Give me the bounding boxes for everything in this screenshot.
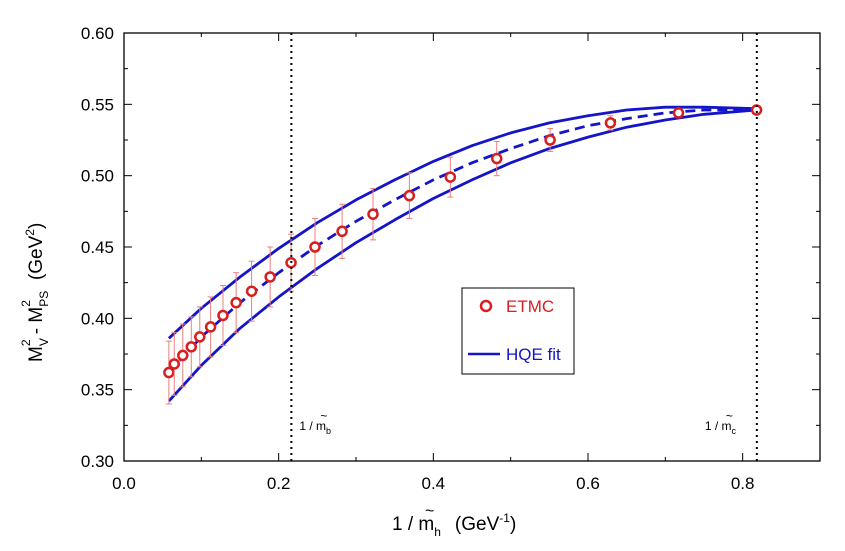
y-axis-title: MV2 - MPS2(GeV2) (19, 223, 51, 362)
plot-frame (123, 32, 821, 462)
vertical-line-label-tilde: ~ (726, 409, 733, 423)
etmc-point (544, 134, 556, 146)
y-tick-label: 0.60 (81, 24, 114, 43)
etmc-point (264, 271, 276, 283)
etmc-point (217, 309, 229, 322)
vertical-reference-lines: 1 / mb~1 / mc~ (290, 33, 758, 461)
x-tick-label: 0.6 (576, 474, 600, 493)
plot-area (123, 32, 821, 462)
vertical-line-label-tilde: ~ (320, 409, 327, 423)
etmc-point (185, 341, 198, 353)
legend: ETMC HQE fit (461, 287, 575, 375)
etmc-point (444, 171, 457, 183)
x-tick-label: 0.8 (731, 474, 755, 493)
etmc-point (309, 241, 321, 253)
vertical-line-label: 1 / mc (705, 419, 737, 436)
hqe-fit-band-curve (167, 105, 757, 340)
x-tick-label: 0.4 (422, 474, 446, 493)
legend-hqe-label: HQE fit (506, 345, 561, 364)
etmc-point (204, 321, 217, 333)
x-tick-label: 0.2 (267, 474, 291, 493)
data-points (163, 104, 763, 405)
etmc-point (230, 296, 242, 309)
etmc-point (177, 349, 189, 362)
y-tick-label: 0.30 (81, 452, 114, 471)
etmc-point (245, 285, 258, 297)
x-axis-title-tilde: ~ (425, 503, 434, 520)
etmc-point (168, 358, 181, 370)
hqe-fit-band-curve (167, 108, 757, 403)
x-axis-title: 1 / mh (GeV-1) (392, 511, 516, 539)
y-tick-label: 0.55 (81, 95, 114, 114)
fit-curves (167, 105, 757, 403)
y-tick-label: 0.45 (81, 238, 114, 257)
etmc-point (604, 117, 617, 129)
y-tick-label: 0.50 (81, 167, 114, 186)
axis-ticks: 0.0 0.2 0.4 0.6 0.8 0.30 0.35 0.40 0.45 0.50 0.55 0… (81, 24, 820, 493)
vertical-line-label: 1 / mb (299, 419, 331, 436)
etmc-point (672, 107, 685, 119)
y-tick-label: 0.35 (81, 381, 114, 400)
etmc-point (336, 225, 348, 238)
x-axis-title-m: m (418, 514, 434, 535)
hqe-fit-central-curve (167, 108, 757, 374)
etmc-point (163, 366, 175, 379)
legend-etmc-label: ETMC (506, 297, 554, 316)
etmc-point (194, 331, 206, 343)
x-tick-label: 0.0 (112, 474, 136, 493)
legend-box (461, 287, 575, 375)
etmc-point (490, 152, 503, 165)
etmc-point (367, 208, 379, 220)
etmc-point (403, 189, 416, 202)
legend-etmc-marker (479, 299, 493, 313)
y-tick-label: 0.40 (81, 309, 114, 328)
